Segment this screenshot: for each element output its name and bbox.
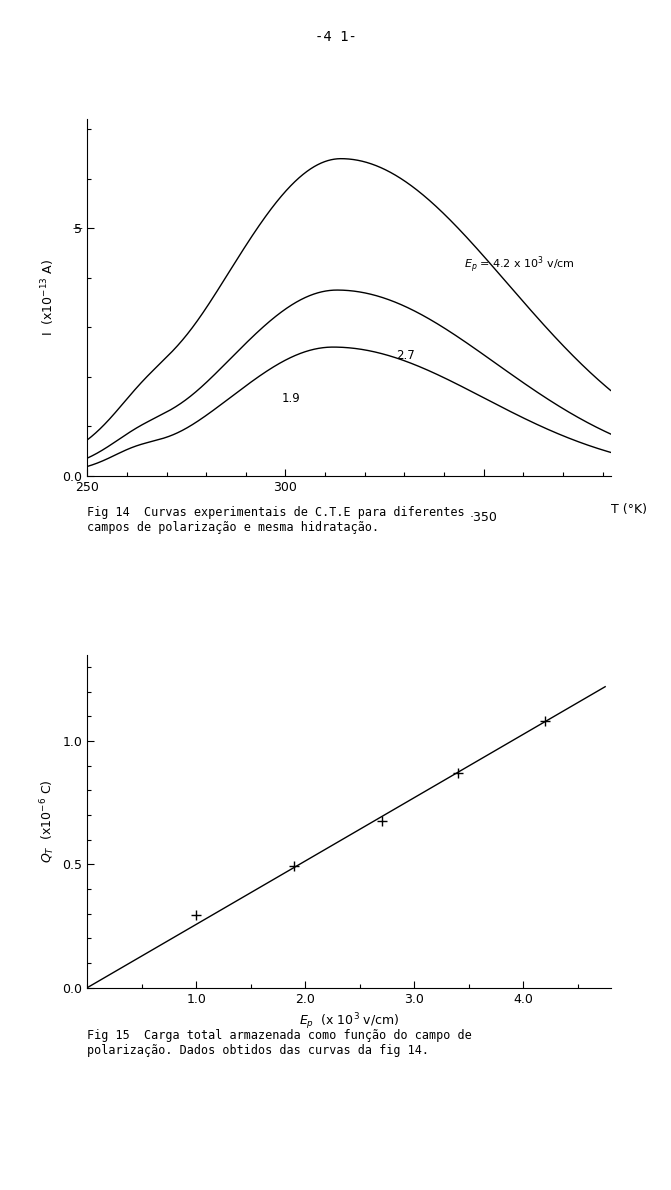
Text: -4 1-: -4 1- bbox=[315, 30, 356, 44]
Text: $E_p$ = 4.2 x 10$^3$ v/cm: $E_p$ = 4.2 x 10$^3$ v/cm bbox=[464, 253, 575, 275]
Text: —: — bbox=[72, 223, 82, 233]
Text: Fig 14  Curvas experimentais de C.T.E para diferentes
campos de polarização e me: Fig 14 Curvas experimentais de C.T.E par… bbox=[87, 506, 465, 534]
Text: Fig 15  Carga total armazenada como função do campo de
polarização. Dados obtido: Fig 15 Carga total armazenada como funçã… bbox=[87, 1029, 472, 1058]
Text: T (°K): T (°K) bbox=[611, 503, 647, 516]
Y-axis label: $Q_T$  (x10$^{-6}$ C): $Q_T$ (x10$^{-6}$ C) bbox=[38, 779, 57, 863]
Y-axis label: I  (x10$^{-13}$ A): I (x10$^{-13}$ A) bbox=[39, 259, 57, 336]
Text: 2.7: 2.7 bbox=[397, 350, 415, 363]
Text: 1.9: 1.9 bbox=[282, 392, 300, 405]
X-axis label: $E_p$  (x 10$^3$ v/cm): $E_p$ (x 10$^3$ v/cm) bbox=[299, 1012, 399, 1032]
Text: ·350: ·350 bbox=[470, 511, 498, 524]
